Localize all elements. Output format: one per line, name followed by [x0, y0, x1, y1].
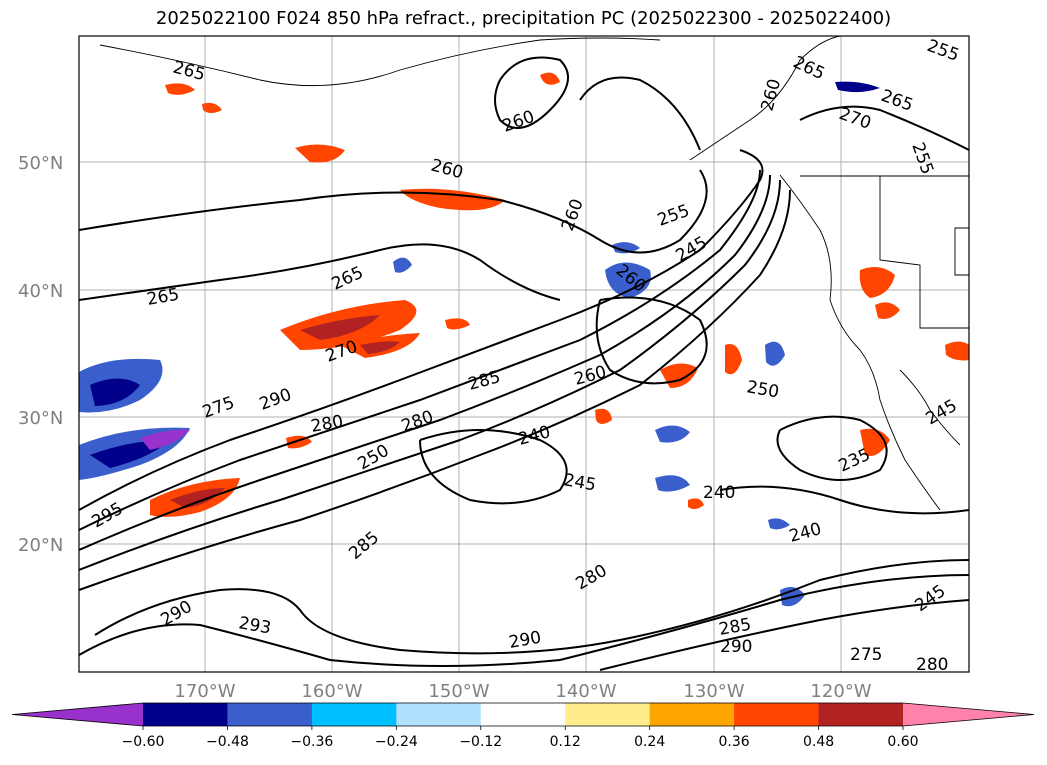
contour-label: 240	[703, 483, 735, 503]
longitude-labels: 170°W 160°W 150°W 140°W 130°W 120°W	[174, 681, 871, 702]
lon-label-170w: 170°W	[174, 681, 235, 702]
colorbar-segment	[565, 703, 651, 726]
colorbar-tick-label: −0.12	[459, 734, 502, 750]
refractivity-contours	[79, 56, 969, 671]
colorbar-tick-label: 0.60	[887, 734, 918, 750]
colorbar-tick-label: −0.48	[206, 734, 249, 750]
colorbar-tick-label: −0.24	[375, 734, 418, 750]
colorbar-tick-label: 0.48	[803, 734, 834, 750]
lat-label-50n: 50°N	[18, 153, 63, 174]
lon-label-150w: 150°W	[428, 681, 489, 702]
colorbar-tick-label: −0.36	[290, 734, 333, 750]
lat-label-20n: 20°N	[18, 535, 63, 556]
colorbar-tick-label: 0.24	[634, 734, 665, 750]
colorbar-extend-max	[903, 703, 1034, 726]
lon-label-120w: 120°W	[810, 681, 871, 702]
lat-label-30n: 30°N	[18, 408, 63, 429]
lat-label-40n: 40°N	[18, 281, 63, 302]
colorbar-extend-min	[12, 703, 143, 726]
map-frame	[78, 35, 970, 673]
colorbar-segment	[649, 703, 735, 726]
contour-label: 275	[850, 645, 882, 665]
colorbar-tick-label: −0.60	[122, 734, 165, 750]
colorbar-tick-label: 0.36	[719, 734, 750, 750]
gridlines	[79, 36, 969, 672]
colorbar-segment	[480, 703, 566, 726]
contour-label: 280	[916, 655, 948, 675]
colorbar-segment	[227, 703, 313, 726]
lon-label-160w: 160°W	[301, 681, 362, 702]
colorbar-segment	[396, 703, 482, 726]
colorbar-segment	[143, 703, 228, 726]
coastlines	[99, 36, 969, 511]
lon-label-130w: 130°W	[683, 681, 744, 702]
colorbar-segment	[818, 703, 904, 726]
map-panel	[79, 36, 969, 672]
colorbar: −0.60 −0.48 −0.36 −0.24 −0.12 0.12 0.24 0.36 0.4…	[11, 702, 1035, 750]
map-title: 2025022100 F024 850 hPa refract., precip…	[155, 8, 892, 29]
lon-label-140w: 140°W	[555, 681, 616, 702]
colorbar-segment	[311, 703, 397, 726]
precip-shading	[79, 72, 969, 607]
contour-label: 290	[720, 637, 752, 657]
latitude-labels: 50°N 40°N 30°N 20°N	[18, 153, 63, 556]
colorbar-tick-label: 0.12	[550, 734, 581, 750]
colorbar-segment	[734, 703, 820, 726]
